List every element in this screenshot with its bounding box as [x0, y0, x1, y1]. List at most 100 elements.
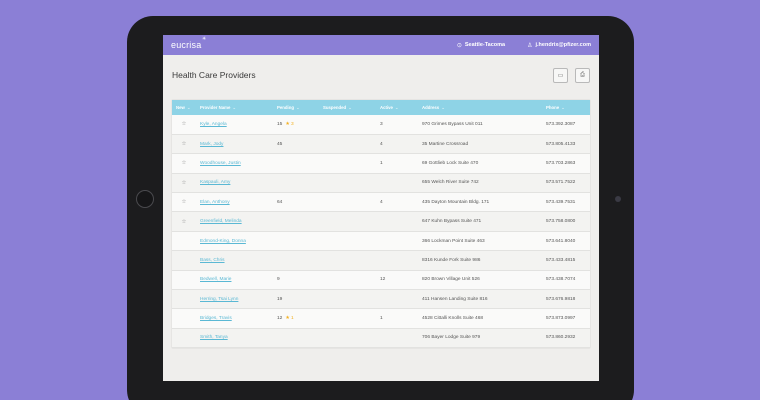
table-row[interactable]: ☆ Kaspauli, Amy 655 Welch River Suite 742 5… — [172, 173, 590, 194]
phone-cell: 573.438.7074 — [542, 270, 590, 291]
provider-name-link[interactable]: Bass, Chris — [200, 257, 225, 263]
pending-count: 19 — [277, 296, 283, 302]
table-row[interactable]: ☆ Greenfield, Melinda 647 Kuhn Bypass Suit… — [172, 211, 590, 232]
flag-count: 1 — [289, 316, 294, 322]
star-outline-icon[interactable]: ☆ — [181, 199, 187, 206]
providers-table: New ⌄ Provider Name ⌄ Pending ⌄ Suspended ⌄ Acti… — [172, 100, 590, 349]
new-cell — [172, 328, 196, 349]
phone-cell: 573.703.2863 — [542, 153, 590, 174]
new-cell — [172, 250, 196, 271]
column-header-label: Pending — [277, 104, 294, 110]
active-cell — [376, 328, 418, 349]
pending-count: 12 — [277, 316, 283, 322]
column-header-label: Suspended — [323, 104, 347, 110]
logo-spark-icon: ✳ — [202, 36, 207, 42]
table-row[interactable]: Edmond-King, Donna 366 Lockman Point Suit… — [172, 231, 590, 252]
suspended-cell — [319, 270, 376, 291]
provider-name-cell: Herring, Tsai Lynn — [196, 289, 273, 310]
column-header-suspended[interactable]: Suspended ⌄ — [319, 100, 376, 115]
new-cell — [172, 308, 196, 329]
print-icon: ⎙ — [580, 71, 585, 78]
page-title: Health Care Providers — [172, 70, 256, 80]
print-button[interactable]: ⎙ — [575, 67, 590, 83]
new-cell — [172, 231, 196, 252]
active-cell — [376, 173, 418, 194]
suspended-cell — [319, 192, 376, 213]
table-row[interactable]: Smith, Tanya 706 Bayer Lodge Suite 979 573… — [172, 328, 590, 349]
column-header-new[interactable]: New ⌄ — [172, 100, 196, 115]
suspended-cell — [319, 153, 376, 174]
provider-name-link[interactable]: Elan, Anthony — [200, 199, 230, 205]
provider-name-link[interactable]: Bridges, Travis — [200, 316, 232, 322]
active-cell: 1 — [376, 153, 418, 174]
archive-button[interactable]: ▭ — [553, 67, 568, 83]
table-row[interactable]: Herring, Tsai Lynn 19 411 Hansen Landing S… — [172, 289, 590, 310]
star-outline-icon[interactable]: ☆ — [181, 141, 187, 148]
address-cell: 411 Hansen Landing Suite 816 — [418, 289, 542, 310]
provider-name-link[interactable]: Greenfield, Melinda — [200, 219, 242, 225]
address-cell: 706 Bayer Lodge Suite 979 — [418, 328, 542, 349]
archive-icon: ▭ — [557, 72, 564, 79]
phone-cell: 573.676.9818 — [542, 289, 590, 310]
provider-name-cell: Greenfield, Melinda — [196, 211, 273, 232]
provider-name-cell: Kaspauli, Amy — [196, 173, 273, 194]
provider-name-link[interactable]: Edmond-King, Donna — [200, 238, 246, 244]
column-header-pending[interactable]: Pending ⌄ — [273, 100, 319, 115]
suspended-cell — [319, 308, 376, 329]
column-header-label: Provider Name — [200, 104, 231, 110]
provider-name-cell: Elan, Anthony — [196, 192, 273, 213]
sort-icon: ⌄ — [561, 104, 565, 110]
sort-icon: ⌄ — [394, 104, 399, 110]
location-label: Seattle-Tacoma — [464, 42, 506, 48]
pending-count: 45 — [277, 141, 283, 147]
provider-name-link[interactable]: Mark, Jody — [200, 141, 224, 147]
provider-name-link[interactable]: Kyle, Angela — [200, 121, 227, 127]
pending-flag[interactable]: ★ 3 — [285, 122, 293, 127]
table-row[interactable]: ☆ Elan, Anthony 64 4 435 Dayton Mountain Bld… — [172, 192, 590, 213]
star-outline-icon[interactable]: ☆ — [181, 160, 187, 167]
sort-icon: ⌄ — [295, 104, 300, 110]
pending-cell — [273, 211, 319, 232]
provider-name-link[interactable]: Herring, Tsai Lynn — [200, 296, 239, 302]
suspended-cell — [319, 173, 376, 194]
address-cell: 970 Grimes Bypass Unit 011 — [418, 115, 542, 135]
column-header-address[interactable]: Address ⌄ — [418, 100, 542, 115]
table-row[interactable]: Bass, Chris 8316 Kunde Fork Suite 986 573.… — [172, 250, 590, 271]
provider-name-link[interactable]: Smith, Tanya — [200, 335, 228, 341]
provider-name-link[interactable]: Bedwell, Marie — [200, 277, 232, 283]
table-row[interactable]: Bedwell, Marie 9 12 820 Brown Village Unit … — [172, 270, 590, 291]
user-menu[interactable]: ♙ j.hendrix@pfizer.com — [527, 42, 591, 49]
new-cell: ☆ — [172, 173, 196, 194]
star-outline-icon[interactable]: ☆ — [181, 179, 187, 186]
star-outline-icon[interactable]: ☆ — [181, 218, 187, 225]
phone-cell: 573.860.2932 — [542, 328, 590, 349]
pending-flag[interactable]: ★ 1 — [285, 316, 293, 321]
table-row[interactable]: ☆ Woodhouse, Justin 1 69 Gottlieb Lock Suit… — [172, 153, 590, 174]
pending-cell — [273, 173, 319, 194]
location-selector[interactable]: ⊙ Seattle-Tacoma — [457, 42, 505, 49]
app-screen: eucrisa ✳ ⊙ Seattle-Tacoma ♙ j.hendrix@p… — [163, 35, 599, 381]
sort-icon: ⌄ — [441, 104, 445, 110]
phone-cell: 573.439.7531 — [542, 192, 590, 213]
star-outline-icon[interactable]: ☆ — [181, 121, 187, 128]
new-cell: ☆ — [172, 115, 196, 135]
table-row[interactable]: ☆ Kyle, Angela 15 ★ 3 3 970 Grimes Bypass Uni… — [172, 115, 590, 135]
table-row[interactable]: Bridges, Travis 12 ★ 1 1 4528 Cittalli Knoll… — [172, 308, 590, 329]
column-header-name[interactable]: Provider Name ⌄ — [196, 100, 273, 115]
address-cell: 435 Dayton Mountain Bldg. 171 — [418, 192, 542, 213]
provider-name-link[interactable]: Woodhouse, Justin — [200, 160, 241, 166]
provider-name-link[interactable]: Kaspauli, Amy — [200, 180, 231, 186]
column-header-phone[interactable]: Phone ⌄ — [542, 100, 590, 115]
active-cell: 4 — [376, 134, 418, 155]
table-row[interactable]: ☆ Mark, Jody 45 4 35 Martine Crossroad 573.80… — [172, 134, 590, 155]
suspended-cell — [319, 231, 376, 252]
column-header-active[interactable]: Active ⌄ — [376, 100, 418, 115]
sort-icon: ⌄ — [232, 104, 236, 110]
home-button[interactable] — [136, 190, 154, 208]
pending-cell: 45 — [273, 134, 319, 155]
app-logo[interactable]: eucrisa ✳ — [171, 36, 206, 50]
star-filled-icon: ★ — [285, 121, 290, 127]
pending-count: 64 — [277, 199, 283, 205]
sort-icon: ⌄ — [348, 104, 352, 110]
new-cell: ☆ — [172, 153, 196, 174]
